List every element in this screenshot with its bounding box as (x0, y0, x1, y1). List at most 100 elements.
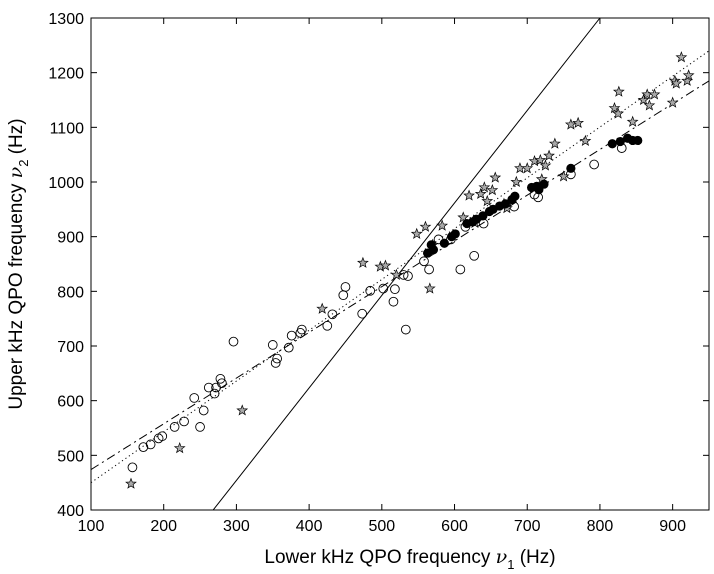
star-point (579, 134, 592, 147)
star-point (564, 118, 577, 130)
open-circle-point (157, 431, 168, 442)
filled-circle-point (500, 199, 511, 209)
x-tick-label: 400 (296, 518, 323, 535)
open-circle-point (283, 342, 294, 353)
star-point (557, 170, 570, 182)
star-point (608, 102, 621, 114)
open-circle-point (228, 336, 239, 347)
open-circle-point (419, 256, 429, 267)
open-circle-point (286, 330, 297, 341)
star-point (423, 282, 436, 294)
star-point (543, 149, 555, 161)
star-point (612, 107, 625, 119)
open-circle-point (198, 405, 209, 416)
star-point (637, 93, 650, 106)
open-circle-point (322, 320, 333, 331)
y-axis-ticks: 400 500 600 700 800 900 1000 1100 1200 1300 (48, 11, 709, 520)
star-point (436, 219, 449, 231)
star-point (675, 51, 688, 63)
star-point (379, 259, 392, 271)
open-circle-point (469, 250, 480, 261)
y-tick-label: 400 (57, 503, 84, 520)
open-circle-point (272, 353, 282, 364)
star-point (670, 77, 683, 89)
open-circle-point (390, 284, 400, 294)
y-tick-label: 500 (57, 448, 84, 465)
star-point (626, 115, 639, 127)
open-circle-point (378, 283, 389, 294)
star-point (572, 116, 585, 128)
star-point (463, 189, 475, 201)
open-circle-point (179, 416, 189, 427)
open-circle-point (357, 308, 368, 319)
open-circle-point (203, 382, 214, 393)
star-point (489, 171, 502, 183)
filled-circle-point (450, 229, 460, 239)
open-circle-point (195, 422, 205, 432)
star-point (173, 442, 186, 454)
x-tick-label: 700 (514, 518, 541, 535)
filled-circle-point (539, 179, 549, 189)
star-point (510, 175, 523, 188)
y-tick-label: 900 (57, 230, 84, 247)
open-circle-point (189, 393, 200, 403)
open-circle-point (267, 340, 278, 350)
y-tick-label: 700 (57, 339, 84, 356)
star-point (419, 220, 432, 232)
y-tick-label: 1200 (48, 66, 84, 83)
star-point (648, 88, 661, 100)
star-point (481, 194, 494, 207)
open-circle-point (424, 264, 434, 275)
star-point (474, 187, 487, 200)
star-point (357, 256, 369, 268)
open-circle-point (400, 324, 411, 335)
open-circle-point (388, 296, 399, 307)
star-point (612, 85, 625, 97)
open-circle-point (365, 285, 376, 296)
star-point (478, 181, 491, 193)
y-tick-label: 1000 (48, 175, 84, 192)
star-point (390, 268, 403, 280)
filled-circle-point (510, 191, 520, 201)
open-circle-point (296, 324, 307, 335)
x-axis-label: Lower kHz QPO frequency ν1 (Hz) (264, 546, 555, 572)
star-point (666, 96, 679, 108)
open-circle-point (403, 271, 413, 281)
y-tick-label: 600 (57, 394, 84, 411)
star-point (125, 477, 137, 489)
filled-circle-point (428, 245, 439, 255)
x-tick-label: 300 (223, 518, 250, 535)
open-circle-point (455, 264, 466, 275)
star-point (486, 184, 499, 196)
open-circle-point (327, 309, 338, 320)
star-point (236, 404, 249, 416)
open-circle-point (145, 439, 156, 450)
open-circle-point (209, 388, 220, 399)
filled-circle-point (633, 135, 643, 146)
star-point (521, 162, 534, 174)
open-circle-point (338, 290, 349, 301)
x-tick-label: 600 (441, 518, 468, 535)
x-tick-label: 800 (587, 518, 614, 535)
open-circle-point (217, 378, 227, 389)
star-point (534, 153, 547, 166)
open-circle-point (215, 373, 226, 384)
solid-fit-line (212, 18, 601, 510)
data-points (125, 51, 695, 489)
y-tick-label: 1100 (50, 120, 85, 137)
star-point (539, 159, 552, 171)
open-circle-point (127, 462, 138, 473)
filled-circle-point (607, 139, 617, 149)
star-point (316, 302, 329, 314)
open-circle-point (340, 282, 351, 292)
filled-circle-point (478, 211, 488, 221)
star-point (682, 69, 695, 81)
star-point (410, 227, 423, 239)
x-tick-label: 500 (368, 518, 395, 535)
x-tick-label: 100 (78, 518, 105, 535)
open-circle-point (589, 159, 599, 170)
x-axis-ticks: 100 200 300 400 500 600 700 800 900 (78, 18, 686, 535)
star-point (457, 211, 470, 223)
plot-frame (90, 17, 710, 511)
